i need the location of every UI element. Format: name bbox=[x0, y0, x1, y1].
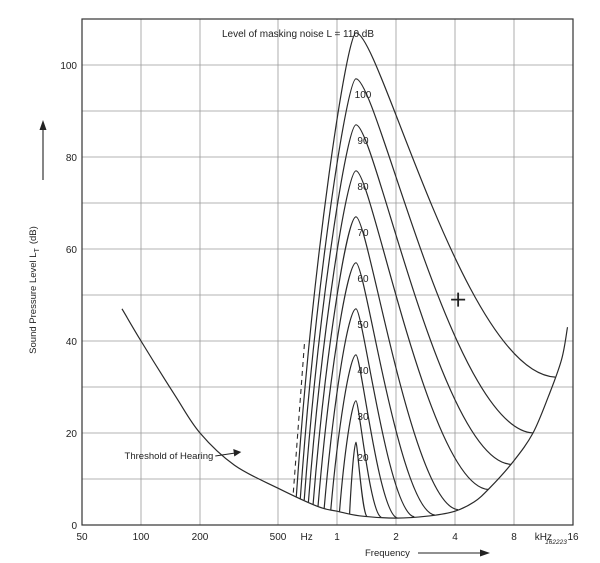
grid-lines bbox=[82, 19, 573, 525]
masking-curve-110 bbox=[295, 32, 556, 497]
x-tick-label: 8 bbox=[511, 532, 517, 543]
axis-ticks: 0 20 40 60 80 100 50 100 200 500 1 2 4 8 16 Hz kHz bbox=[60, 61, 579, 543]
figure-number: 162223 bbox=[545, 539, 567, 546]
threshold-label-arrowhead bbox=[233, 449, 242, 457]
masking-curve-70 bbox=[312, 216, 459, 511]
x-tick-label: 16 bbox=[567, 532, 579, 543]
x-tick-label: 200 bbox=[192, 532, 209, 543]
masking-curve-90 bbox=[303, 124, 511, 501]
threshold-label: Threshold of Hearing bbox=[125, 451, 214, 462]
y-axis-title: Sound Pressure Level LT (dB) bbox=[28, 226, 41, 354]
masking-level-label: 40 bbox=[357, 366, 369, 377]
x-axis-title: Frequency bbox=[365, 548, 410, 559]
masking-curve-30 bbox=[338, 400, 382, 518]
x-tick-label: 50 bbox=[76, 532, 88, 543]
y-tick-label: 20 bbox=[66, 429, 78, 440]
masking-curve-80 bbox=[307, 170, 489, 503]
label-layer: 20 30 40 50 60 70 80 90 100 Threshold of Hearing bbox=[125, 90, 466, 464]
y-axis-arrow bbox=[39, 120, 47, 180]
x-unit-label: Hz bbox=[301, 532, 313, 543]
y-tick-label: 0 bbox=[71, 521, 77, 532]
masking-level-label: 60 bbox=[357, 274, 369, 285]
svg-text:Sound Pressure Level LT(dB): Sound Pressure Level LT (dB) bbox=[28, 226, 41, 354]
masking-curve-50 bbox=[323, 308, 415, 518]
y-axis-label: Sound Pressure Level L bbox=[28, 252, 39, 353]
x-axis-arrow bbox=[418, 549, 490, 557]
threshold-label-pointer bbox=[215, 452, 236, 457]
masking-level-label: 80 bbox=[357, 182, 369, 193]
y-tick-label: 40 bbox=[66, 337, 78, 348]
masking-curve-40 bbox=[330, 354, 398, 519]
x-tick-label: 100 bbox=[133, 532, 150, 543]
masking-curve-20 bbox=[349, 441, 368, 517]
x-tick-label: 2 bbox=[393, 532, 399, 543]
dashed-extension bbox=[292, 340, 306, 493]
y-axis-subscript: T bbox=[34, 247, 41, 252]
masking-level-label: 70 bbox=[357, 228, 369, 239]
masking-level-label: 100 bbox=[355, 90, 372, 101]
masking-curve-100 bbox=[299, 78, 534, 499]
y-tick-label: 60 bbox=[66, 245, 78, 256]
x-unit-label: kHz bbox=[535, 532, 552, 543]
plus-marker bbox=[451, 292, 466, 307]
masking-level-label: 90 bbox=[357, 136, 369, 147]
y-tick-label: 100 bbox=[60, 61, 77, 72]
chart-title: Level of masking noise L = 110 dB bbox=[222, 29, 374, 40]
x-tick-label: 1 bbox=[334, 532, 340, 543]
masking-curve-60 bbox=[317, 262, 435, 516]
plot-frame bbox=[81, 18, 574, 526]
masking-level-label: 30 bbox=[357, 412, 369, 423]
y-axis-unit: (dB) bbox=[28, 226, 39, 244]
y-tick-label: 80 bbox=[66, 153, 78, 164]
curve-layer bbox=[121, 32, 569, 519]
x-tick-label: 4 bbox=[452, 532, 458, 543]
x-tick-label: 500 bbox=[270, 532, 287, 543]
masking-level-label: 50 bbox=[357, 320, 369, 331]
masking-level-label: 20 bbox=[357, 453, 369, 464]
